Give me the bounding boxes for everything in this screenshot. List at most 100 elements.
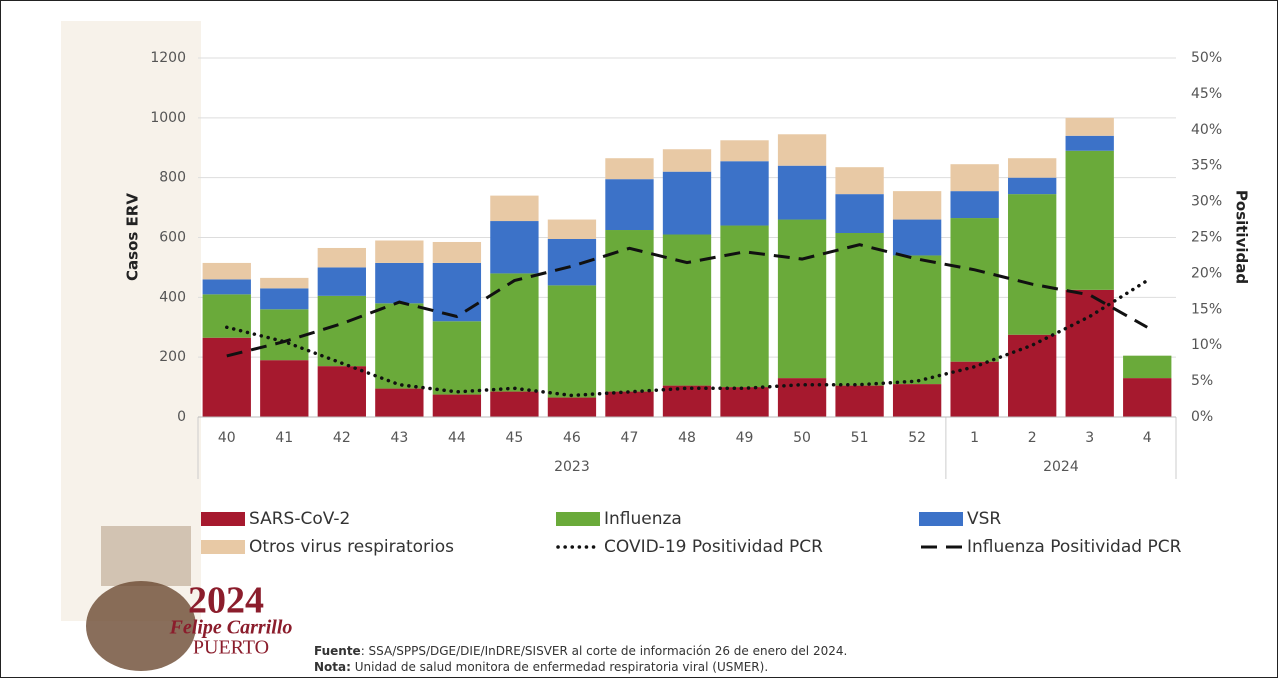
- legend-swatch: [201, 512, 245, 526]
- note-label: Nota:: [314, 660, 351, 674]
- bar-segment: [433, 395, 481, 417]
- chart: Casos ERV Positividad 2024 Felipe Carril…: [1, 1, 1277, 677]
- bar-segment: [260, 309, 308, 360]
- bar-segment: [318, 366, 366, 417]
- bar-segment: [893, 255, 941, 384]
- x-tick-label: 3: [1085, 430, 1094, 446]
- footer-note: Nota: Unidad de salud monitora de enferm…: [314, 660, 768, 674]
- bar-segment: [663, 235, 711, 386]
- bar-segment: [720, 226, 768, 388]
- source-label: Fuente: [314, 644, 361, 658]
- bar-segment: [203, 294, 251, 337]
- bar-segment: [835, 167, 883, 194]
- bar-segment: [433, 321, 481, 394]
- legend-swatch: [201, 540, 245, 554]
- x-tick-label: 49: [736, 430, 754, 446]
- note-text: Unidad de salud monitora de enfermedad r…: [351, 660, 768, 674]
- bar-segment: [548, 398, 596, 417]
- bar-segment: [375, 263, 423, 303]
- bar-segment: [950, 164, 998, 191]
- bar-segment: [950, 218, 998, 362]
- bar-segment: [260, 278, 308, 288]
- x-tick-label: 43: [390, 430, 408, 446]
- bar-segment: [433, 242, 481, 263]
- logo-image: [101, 526, 191, 586]
- x-tick-label: 48: [678, 430, 696, 446]
- screen: Casos ERV Positividad 2024 Felipe Carril…: [0, 0, 1278, 678]
- legend-label: Influenza Positividad PCR: [967, 537, 1182, 557]
- bar-segment: [663, 149, 711, 171]
- y2-tick-label: 50%: [1191, 50, 1222, 66]
- x-group-label: 2023: [554, 459, 590, 475]
- bar-segment: [203, 279, 251, 294]
- bar-segment: [835, 386, 883, 417]
- bar-segment: [490, 196, 538, 221]
- bar-segment: [778, 220, 826, 379]
- x-tick-label: 2: [1028, 430, 1037, 446]
- bar-segment: [1123, 356, 1171, 378]
- bar-segment: [720, 387, 768, 417]
- bar-segment: [605, 158, 653, 179]
- y2-tick-label: 5%: [1191, 373, 1213, 389]
- bar-segment: [720, 140, 768, 161]
- x-tick-label: 45: [505, 430, 523, 446]
- y2-tick-label: 30%: [1191, 194, 1222, 210]
- x-tick-label: 47: [621, 430, 639, 446]
- bar-segment: [1123, 378, 1171, 417]
- x-group-label: 2024: [1043, 459, 1079, 475]
- y2-tick-label: 0%: [1191, 409, 1213, 425]
- y2-tick-label: 15%: [1191, 301, 1222, 317]
- bar-segment: [893, 220, 941, 256]
- legend-label: Otros virus respiratorios: [249, 537, 454, 557]
- y2-tick-label: 20%: [1191, 265, 1222, 281]
- bar-segment: [318, 296, 366, 366]
- source-text: : SSA/SPPS/DGE/DIE/InDRE/SISVER al corte…: [361, 644, 848, 658]
- bar-segment: [375, 303, 423, 388]
- x-tick-label: 44: [448, 430, 466, 446]
- x-tick-label: 50: [793, 430, 811, 446]
- legend-label: VSR: [967, 509, 1001, 529]
- bar-segment: [1066, 151, 1114, 290]
- bar-segment: [605, 392, 653, 417]
- bar-segment: [203, 263, 251, 279]
- bar-segment: [950, 191, 998, 218]
- y-axis-label: Casos ERV: [124, 193, 142, 281]
- legend-swatch: [556, 512, 600, 526]
- bar-segment: [605, 179, 653, 230]
- bar-segment: [663, 172, 711, 235]
- bar-segment: [260, 360, 308, 417]
- bar-segment: [490, 392, 538, 417]
- bar-segment: [778, 134, 826, 165]
- bar-segment: [318, 248, 366, 267]
- x-tick-label: 42: [333, 430, 351, 446]
- y-tick-label: 400: [159, 289, 186, 305]
- bar-segment: [950, 362, 998, 417]
- y-tick-label: 800: [159, 170, 186, 186]
- x-tick-label: 52: [908, 430, 926, 446]
- legend-swatch: [919, 512, 963, 526]
- legend-label: COVID-19 Positividad PCR: [604, 537, 823, 557]
- bar-segment: [490, 221, 538, 273]
- bar-segment: [1066, 290, 1114, 417]
- x-tick-label: 40: [218, 430, 236, 446]
- bar-segment: [375, 389, 423, 417]
- bar-segment: [433, 263, 481, 321]
- bar-segment: [375, 240, 423, 262]
- x-tick-label: 51: [851, 430, 869, 446]
- bar-segment: [1066, 118, 1114, 136]
- x-tick-label: 41: [275, 430, 293, 446]
- bar-segment: [1066, 136, 1114, 151]
- bar-segment: [1008, 335, 1056, 417]
- y-tick-label: 0: [177, 409, 186, 425]
- bar-segment: [1008, 158, 1056, 177]
- bar-segment: [893, 384, 941, 417]
- y2-tick-label: 40%: [1191, 122, 1222, 138]
- y-tick-label: 1000: [150, 110, 186, 126]
- y2-axis-label: Positividad: [1233, 190, 1251, 284]
- x-tick-label: 46: [563, 430, 581, 446]
- y2-tick-label: 10%: [1191, 337, 1222, 353]
- y-tick-label: 1200: [150, 50, 186, 66]
- bar-segment: [1008, 178, 1056, 194]
- bar-segment: [548, 285, 596, 397]
- bar-segment: [318, 267, 366, 295]
